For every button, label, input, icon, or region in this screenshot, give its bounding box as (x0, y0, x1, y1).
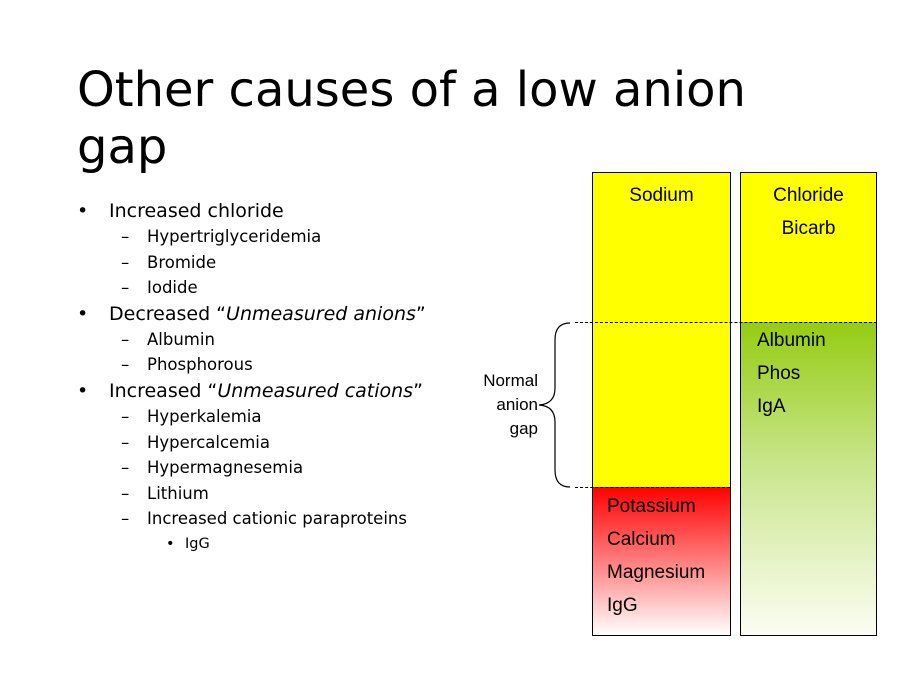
gap-label-line: Normal (483, 371, 538, 390)
bullet-increased-chloride: Increased chloride (77, 198, 497, 224)
bullet-increased-unmeasured-cations: Increased “Unmeasured cations” (77, 378, 497, 404)
cation-item: Potassium (607, 496, 696, 517)
sub-bullet-albumin: Albumin (77, 327, 497, 353)
bullet-quote: ” (415, 302, 426, 325)
sub-bullet-cationic-paraproteins: Increased cationic paraproteins (77, 506, 497, 532)
anion-item: Phos (757, 363, 801, 384)
gap-top-dashed-line (575, 322, 877, 323)
cation-item: IgG (607, 595, 638, 616)
bullet-decreased-unmeasured-anions: Decreased “Unmeasured anions” (77, 301, 497, 327)
bullet-list: Increased chloride Hypertriglyceridemia … (77, 198, 497, 556)
sub-bullet-hypertriglyceridemia: Hypertriglyceridemia (77, 224, 497, 250)
sub-bullet-iodide: Iodide (77, 275, 497, 301)
cation-item: Magnesium (607, 562, 706, 583)
unmeasured-anions-list: Albumin Phos IgA (757, 324, 826, 423)
chloride-label: Chloride (773, 185, 844, 206)
gap-label-line: anion (496, 395, 538, 414)
sub-bullet-hypercalcemia: Hypercalcemia (77, 430, 497, 456)
curly-brace-icon (538, 322, 571, 488)
bullet-text: Decreased “ (109, 302, 227, 325)
bullet-quote: ” (413, 379, 423, 402)
unmeasured-cations-list: Potassium Calcium Magnesium IgG (607, 490, 705, 622)
sub-bullet-phosphorous: Phosphorous (77, 352, 497, 378)
gap-bottom-dashed-line (575, 487, 730, 488)
anions-column: Chloride Bicarb Albumin Phos IgA (740, 172, 877, 636)
normal-anion-gap-label: Normal anion gap (460, 369, 538, 441)
anion-item: IgA (757, 396, 786, 417)
sub-bullet-hypermagnesemia: Hypermagnesemia (77, 455, 497, 481)
unmeasured-anions-segment (741, 322, 876, 635)
bicarb-label: Bicarb (781, 218, 836, 239)
sub-bullet-hyperkalemia: Hyperkalemia (77, 404, 497, 430)
bullet-emphasis: Unmeasured cations (217, 379, 414, 402)
slide-title: Other causes of a low anion gap (77, 62, 746, 175)
bullet-text: Increased “ (109, 379, 218, 402)
measured-anions-segment (741, 173, 876, 322)
measured-cations-segment (593, 173, 730, 487)
gap-label-line: gap (509, 419, 538, 438)
sub-sub-bullet-igg: IgG (77, 532, 497, 556)
anion-item: Albumin (757, 330, 826, 351)
bullet-emphasis: Unmeasured anions (226, 302, 416, 325)
unmeasured-cations-segment (593, 487, 730, 635)
sodium-label: Sodium (629, 185, 694, 206)
cation-item: Calcium (607, 529, 676, 550)
sub-bullet-lithium: Lithium (77, 481, 497, 507)
sub-bullet-bromide: Bromide (77, 250, 497, 276)
cations-column: Sodium Potassium Calcium Magnesium IgG (592, 172, 731, 636)
